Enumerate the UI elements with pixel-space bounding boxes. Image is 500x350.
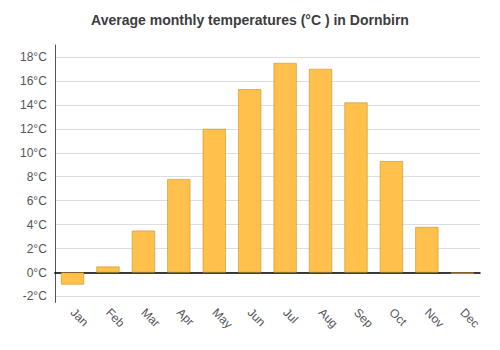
svg-text:8°C: 8°C bbox=[27, 170, 47, 184]
svg-text:Average monthly temperatures (: Average monthly temperatures (°C ) in Do… bbox=[91, 12, 409, 28]
svg-text:16°C: 16°C bbox=[20, 74, 47, 88]
svg-text:Mar: Mar bbox=[138, 306, 163, 330]
svg-text:12°C: 12°C bbox=[20, 122, 47, 136]
svg-text:0°C: 0°C bbox=[27, 266, 47, 280]
svg-text:2°C: 2°C bbox=[27, 242, 47, 256]
svg-text:Feb: Feb bbox=[103, 306, 128, 331]
svg-text:Apr: Apr bbox=[174, 306, 197, 329]
svg-text:-2°C: -2°C bbox=[23, 289, 47, 303]
svg-text:Jun: Jun bbox=[245, 306, 269, 330]
svg-text:18°C: 18°C bbox=[20, 50, 47, 64]
svg-text:Sep: Sep bbox=[351, 306, 376, 331]
svg-text:Jul: Jul bbox=[280, 306, 301, 327]
svg-text:Dec: Dec bbox=[457, 306, 482, 331]
svg-text:Oct: Oct bbox=[386, 306, 410, 330]
svg-text:4°C: 4°C bbox=[27, 218, 47, 232]
svg-text:May: May bbox=[209, 306, 235, 332]
svg-text:10°C: 10°C bbox=[20, 146, 47, 160]
svg-text:Nov: Nov bbox=[422, 306, 447, 331]
svg-text:14°C: 14°C bbox=[20, 98, 47, 112]
svg-text:Aug: Aug bbox=[316, 306, 341, 331]
svg-text:6°C: 6°C bbox=[27, 194, 47, 208]
svg-text:Jan: Jan bbox=[68, 306, 92, 330]
